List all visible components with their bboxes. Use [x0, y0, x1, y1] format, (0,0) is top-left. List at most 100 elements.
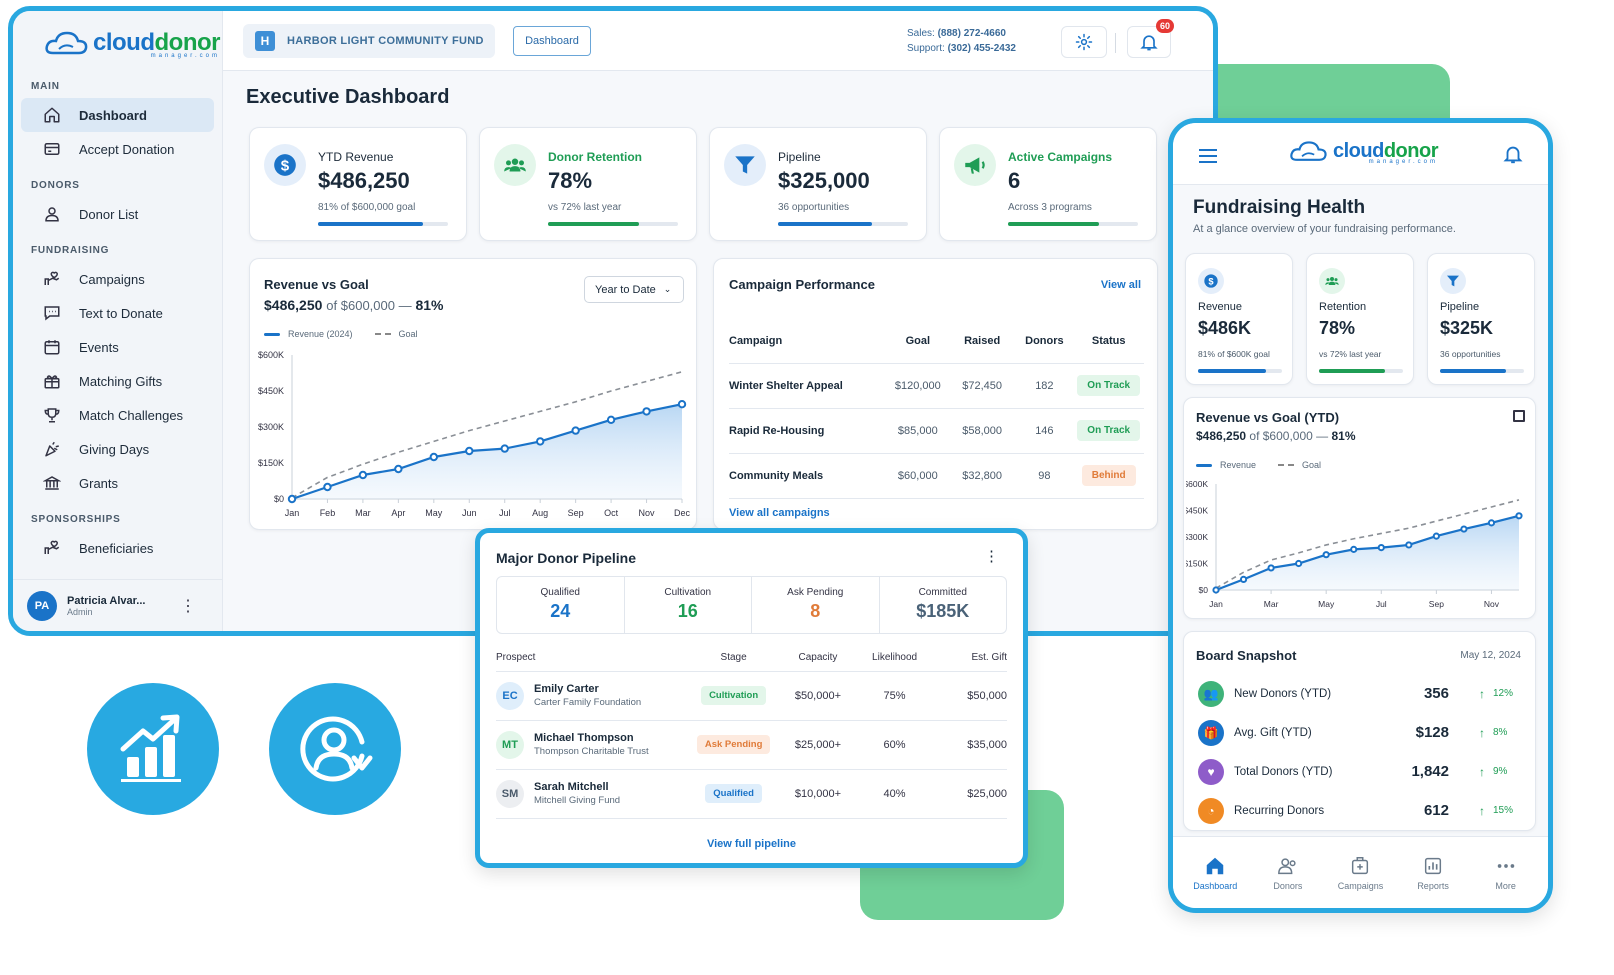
pipeline-stat-committed[interactable]: Committed $185K	[878, 577, 1007, 633]
board-row-change: 9%	[1493, 766, 1508, 777]
board-row-total-donors-ytd-[interactable]: ♥ Total Donors (YTD) 1,842 ↑ 9%	[1198, 752, 1523, 791]
kpi-subtext: vs 72% last year	[1319, 349, 1382, 359]
support-phone[interactable]: (302) 455-2432	[947, 43, 1016, 54]
board-row-change: 15%	[1493, 805, 1514, 816]
user-profile[interactable]: PA Patricia Alvar... Admin ⋮	[13, 579, 222, 631]
settings-button[interactable]	[1061, 26, 1107, 58]
kpi-label: Pipeline	[778, 150, 821, 164]
mobile-kpi-card-retention[interactable]: Retention 78% vs 72% last year	[1306, 253, 1414, 385]
cell-capacity: $25,000+	[777, 720, 859, 770]
x-tick-label: Sep	[1429, 599, 1444, 609]
expand-icon[interactable]	[1513, 410, 1525, 422]
view-all-campaigns-link[interactable]: View all campaigns	[729, 507, 830, 519]
sidebar-item-accept-donation[interactable]: Accept Donation	[21, 132, 214, 166]
mobile-revenue-title: Revenue vs Goal (YTD)	[1196, 410, 1340, 425]
table-row[interactable]: Winter Shelter Appeal $120,000 $72,450 182 O…	[729, 363, 1144, 409]
mobile-brand-logo[interactable]: clouddonor manager.com	[1289, 139, 1439, 165]
table-row[interactable]: Community Meals $60,000 $32,800 98 Behind	[729, 453, 1144, 499]
kpi-card-donor-retention[interactable]: Donor Retention 78% vs 72% last year	[479, 127, 697, 241]
brand-logo[interactable]: clouddonor manager.com	[45, 29, 220, 59]
board-row-change: 8%	[1493, 727, 1508, 738]
column-header: Donors	[1015, 319, 1074, 364]
tab-dashboard[interactable]: Dashboard	[1179, 855, 1252, 891]
major-donor-pipeline-card: Major Donor Pipeline ⋮ Qualified 24 Cultiv…	[475, 528, 1028, 868]
revenue-card-title: Revenue vs Goal	[264, 277, 369, 292]
revenue-line	[1215, 514, 1520, 592]
kpi-progress-bar	[318, 222, 448, 226]
y-tick-label: $150K	[1186, 559, 1208, 569]
sidebar-item-beneficiaries[interactable]: Beneficiaries	[21, 531, 214, 565]
dashboard-button[interactable]: Dashboard	[513, 26, 591, 56]
stat-value: 16	[677, 601, 698, 621]
range-dropdown[interactable]: Year to Date ⌄	[584, 276, 684, 303]
pipeline-stat-ask-pending[interactable]: Ask Pending 8	[751, 577, 879, 633]
more-vertical-icon[interactable]: ⋮	[180, 597, 196, 615]
sales-phone[interactable]: (888) 272-4660	[937, 28, 1006, 39]
sidebar-item-campaigns[interactable]: Campaigns	[21, 262, 214, 296]
kpi-card-active-campaigns[interactable]: Active Campaigns 6 Across 3 programs	[939, 127, 1157, 241]
tab-more[interactable]: More	[1469, 855, 1542, 891]
table-row[interactable]: MT Michael Thompson Thompson Charitable Tr…	[496, 720, 1007, 770]
cell-capacity: $50,000+	[777, 671, 859, 721]
pipeline-stat-cultivation[interactable]: Cultivation 16	[623, 577, 752, 633]
cloud-logo-icon	[45, 31, 88, 55]
y-tick-label: $300K	[258, 422, 284, 432]
new-donors-icon: 👥	[1198, 680, 1224, 707]
stat-label: Qualified	[540, 587, 580, 598]
sidebar-item-donor-list[interactable]: Donor List	[21, 197, 214, 231]
tab-label: Campaigns	[1337, 880, 1384, 891]
board-row-avg-gift-ytd-[interactable]: 🎁 Avg. Gift (YTD) $128 ↑ 8%	[1198, 713, 1523, 752]
x-tick-label: Jun	[462, 508, 477, 518]
kpi-card-ytd-revenue[interactable]: $ YTD Revenue $486,250 81% of $600,000 goal	[249, 127, 467, 241]
sidebar-item-label: Giving Days	[79, 441, 150, 457]
divider	[1115, 33, 1116, 53]
tab-campaigns[interactable]: Campaigns	[1324, 855, 1397, 891]
sidebar-section-label: SPONSORSHIPS	[31, 514, 121, 525]
board-row-new-donors-ytd-[interactable]: 👥 New Donors (YTD) 356 ↑ 12%	[1198, 674, 1523, 713]
sidebar-item-dashboard[interactable]: Dashboard	[21, 98, 214, 132]
cloud-logo-icon	[1290, 141, 1327, 161]
calendar-icon-wrap	[43, 338, 61, 356]
pipeline-stat-qualified[interactable]: Qualified 24	[497, 577, 624, 633]
kpi-value: $325K	[1440, 318, 1494, 338]
sidebar-item-giving-days[interactable]: Giving Days	[21, 432, 214, 466]
status-badge: Behind	[1081, 465, 1136, 486]
more-vertical-icon[interactable]: ⋮	[984, 548, 999, 565]
bell-icon[interactable]	[1502, 143, 1524, 165]
hamburger-menu-icon[interactable]	[1199, 149, 1217, 163]
dollar-icon: $	[274, 154, 296, 176]
kpi-value: $486K	[1198, 318, 1252, 338]
sidebar-item-matching-gifts[interactable]: Matching Gifts	[21, 364, 214, 398]
view-full-pipeline-link[interactable]: View full pipeline	[706, 838, 797, 850]
kpi-card-pipeline[interactable]: Pipeline $325,000 36 opportunities	[709, 127, 927, 241]
tab-donors[interactable]: Donors	[1252, 855, 1325, 891]
sidebar-item-grants[interactable]: Grants	[21, 466, 214, 500]
table-row[interactable]: Rapid Re-Housing $85,000 $58,000 146 On Trac…	[729, 408, 1144, 454]
mobile-kpi-card-revenue[interactable]: $ Revenue $486K 81% of $600K goal	[1185, 253, 1293, 385]
kpi-icon-circle	[494, 144, 536, 186]
sidebar-item-match-challenges[interactable]: Match Challenges	[21, 398, 214, 432]
y-tick-label: $0	[1199, 585, 1209, 595]
mobile-kpi-card-pipeline[interactable]: Pipeline $325K 36 opportunities	[1427, 253, 1535, 385]
stage-badge: Cultivation	[701, 686, 767, 705]
kpi-value: $486,250	[318, 168, 410, 193]
sidebar-item-text-to-donate[interactable]: Text to Donate	[21, 296, 214, 330]
org-switcher[interactable]: H HARBOR LIGHT COMMUNITY FUND	[243, 24, 495, 58]
megaphone-icon	[965, 157, 985, 174]
kpi-subtext: vs 72% last year	[548, 202, 622, 213]
cell-gift: $50,000	[930, 671, 1007, 721]
board-row-recurring-donors[interactable]: ◔ Recurring Donors 612 ↑ 15%	[1198, 791, 1523, 830]
sidebar-item-events[interactable]: Events	[21, 330, 214, 364]
tab-reports[interactable]: Reports	[1397, 855, 1470, 891]
up-arrow-icon: ↑	[1479, 725, 1485, 740]
notifications-button[interactable]: 60	[1127, 19, 1174, 58]
pipeline-table: Prospect Stage Capacity Likelihood Est. Gift…	[496, 645, 1007, 819]
table-row[interactable]: EC Emily Carter Carter Family Foundation Cu…	[496, 671, 1007, 721]
stage-badge: Qualified	[705, 784, 762, 803]
view-all-link[interactable]: View all	[1100, 279, 1141, 291]
card-icon	[44, 143, 60, 155]
sidebar-item-label: Accept Donation	[79, 141, 175, 157]
kpi-icon-circle	[1319, 268, 1345, 294]
table-row[interactable]: SM Sarah Mitchell Mitchell Giving Fund Qual…	[496, 769, 1007, 819]
dollar-icon: $	[1204, 274, 1218, 288]
